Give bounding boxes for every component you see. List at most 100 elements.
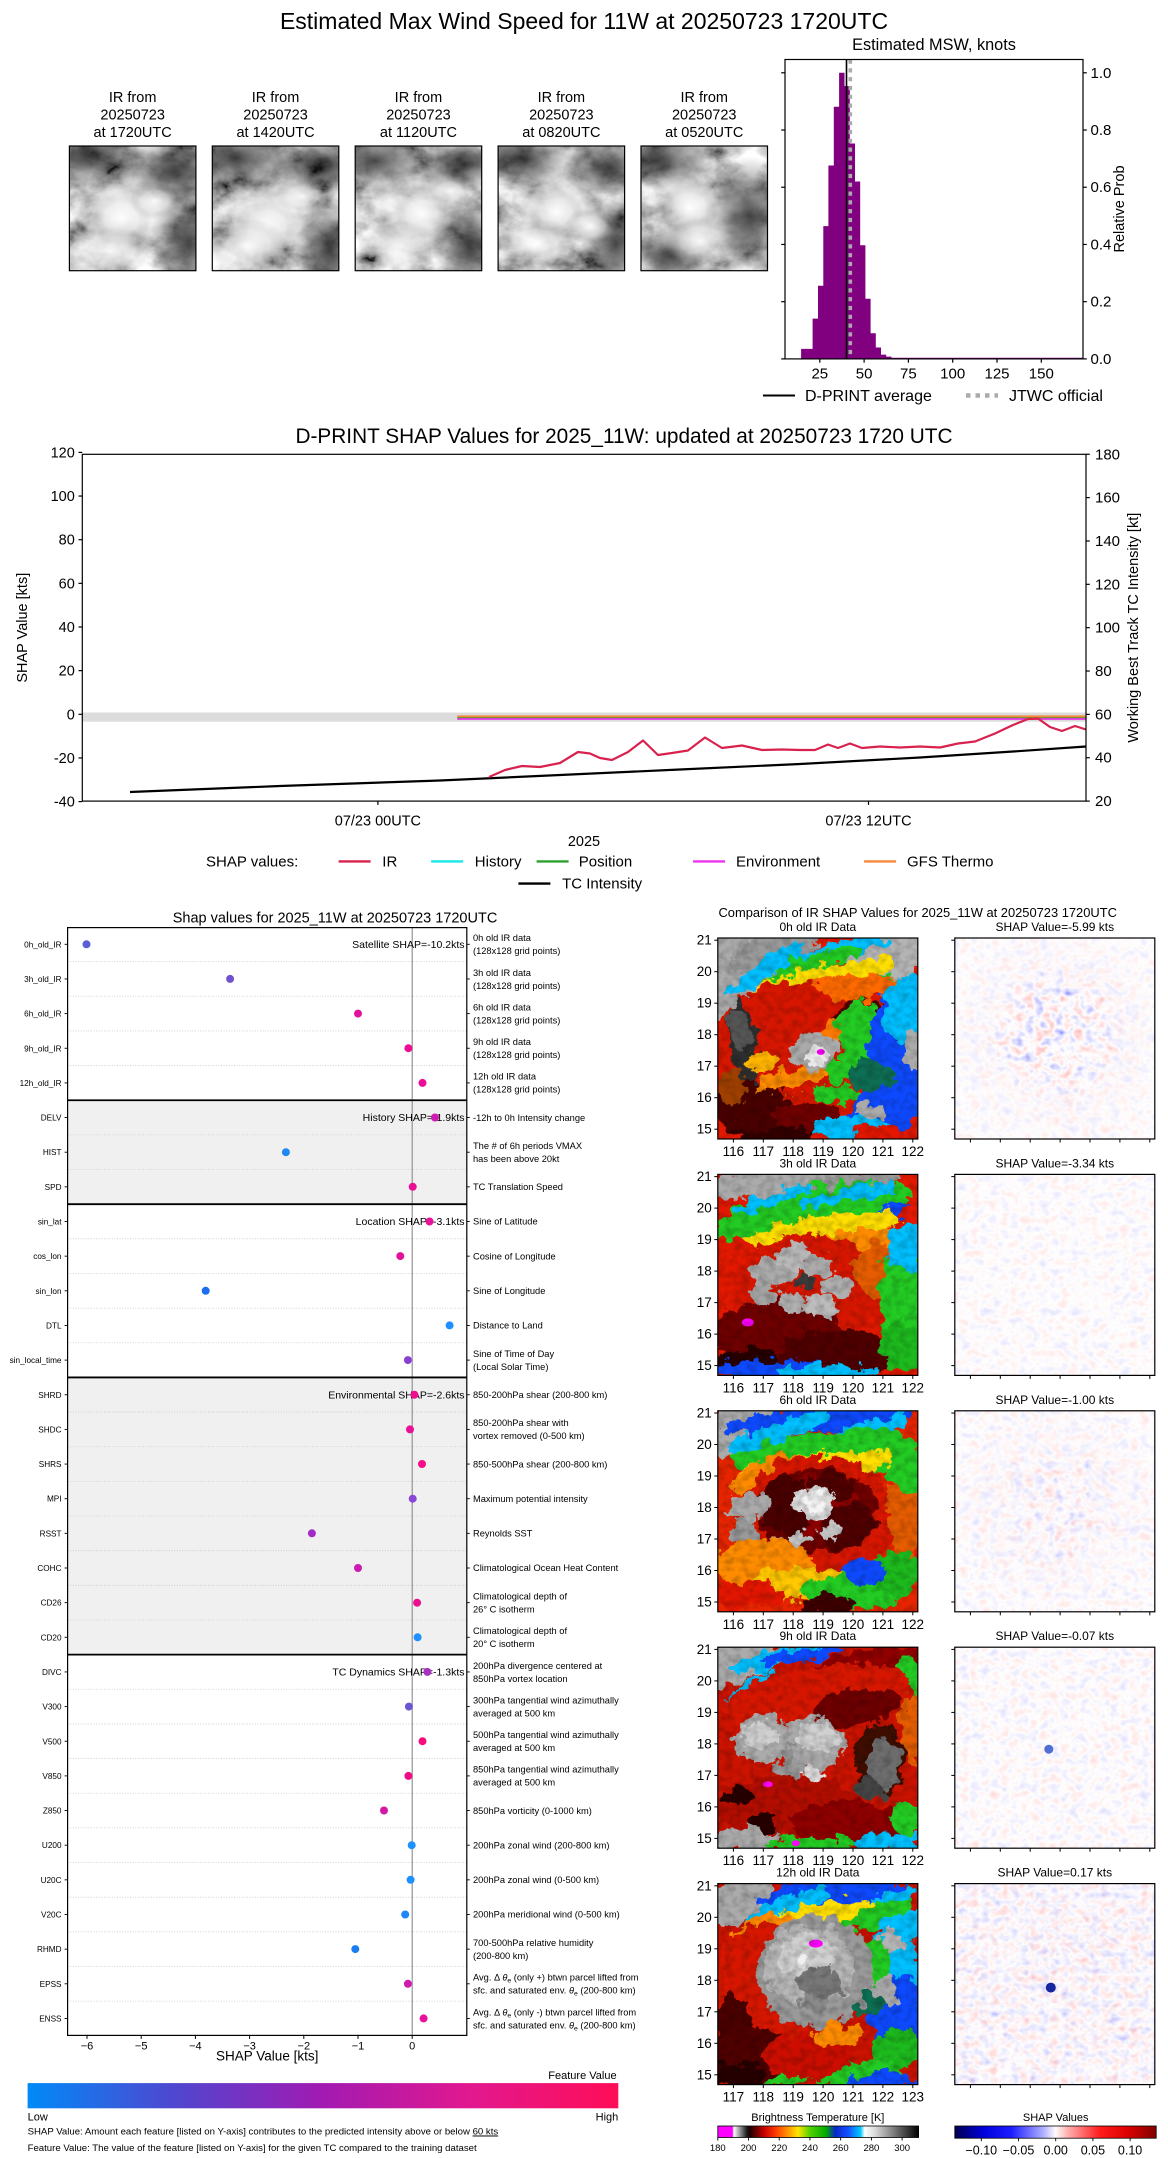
svg-text:123: 123	[902, 2090, 925, 2105]
svg-text:−0.05: −0.05	[1003, 2144, 1035, 2158]
svg-text:Shap values for 2025_11W at 20: Shap values for 2025_11W at 20250723 172…	[173, 911, 498, 927]
svg-text:119: 119	[812, 1380, 834, 1395]
svg-text:cos_lon: cos_lon	[33, 1252, 62, 1261]
svg-text:17: 17	[697, 2004, 712, 2019]
svg-text:Avg. Δ θe (only -) btwn parcel: Avg. Δ θe (only -) btwn parcel lifted fr…	[473, 2007, 636, 2019]
svg-text:0h_old_IR: 0h_old_IR	[24, 940, 61, 949]
svg-text:SHAP Value: Amount each featur: SHAP Value: Amount each feature [listed …	[28, 2127, 499, 2138]
svg-text:U20C: U20C	[41, 1876, 62, 1885]
svg-text:at 1120UTC: at 1120UTC	[380, 125, 457, 141]
svg-text:17: 17	[697, 1059, 712, 1074]
svg-text:116: 116	[723, 1144, 745, 1159]
svg-text:280: 280	[863, 2143, 879, 2154]
svg-text:0: 0	[409, 2041, 415, 2053]
svg-text:CD26: CD26	[41, 1599, 62, 1608]
svg-text:116: 116	[723, 1380, 745, 1395]
svg-text:120: 120	[842, 1617, 865, 1632]
svg-text:TC Dynamics SHAP=-1.3kts: TC Dynamics SHAP=-1.3kts	[332, 1666, 464, 1678]
svg-text:850-200hPa shear with: 850-200hPa shear with	[473, 1418, 569, 1428]
svg-text:16: 16	[697, 1327, 712, 1342]
svg-text:sfc. and saturated env. θe (20: sfc. and saturated env. θe (200-800 km)	[473, 2020, 636, 2032]
svg-text:220: 220	[771, 2143, 787, 2154]
svg-text:850hPa tangential wind azimuth: 850hPa tangential wind azimuthally	[473, 1765, 619, 1775]
svg-text:Comparison of IR SHAP Values f: Comparison of IR SHAP Values for 2025_11…	[718, 905, 1116, 920]
svg-text:121: 121	[872, 1144, 895, 1159]
svg-text:EPSS: EPSS	[40, 1980, 62, 1989]
svg-text:80: 80	[1095, 663, 1112, 680]
svg-text:15: 15	[697, 1358, 712, 1373]
svg-text:3h old IR Data: 3h old IR Data	[779, 1156, 856, 1170]
svg-text:20: 20	[697, 1201, 712, 1216]
svg-text:40: 40	[1095, 750, 1112, 767]
svg-text:Climatological Ocean Heat Cont: Climatological Ocean Heat Content	[473, 1563, 619, 1573]
svg-text:0.8: 0.8	[1091, 122, 1112, 139]
svg-text:120: 120	[842, 1144, 865, 1159]
svg-text:700-500hPa relative humidity: 700-500hPa relative humidity	[473, 1938, 594, 1948]
svg-text:−6: −6	[81, 2041, 94, 2053]
svg-text:-40: -40	[54, 795, 75, 811]
svg-text:15: 15	[697, 1831, 712, 1846]
svg-text:180: 180	[710, 2143, 726, 2154]
svg-text:Sine of Time of Day: Sine of Time of Day	[473, 1349, 554, 1359]
svg-text:−3: −3	[243, 2041, 256, 2053]
svg-text:History SHAP=-1.9kts: History SHAP=-1.9kts	[363, 1112, 465, 1124]
svg-text:18: 18	[697, 1027, 712, 1042]
svg-text:12h old IR data: 12h old IR data	[473, 1072, 537, 1082]
svg-text:1.0: 1.0	[1091, 65, 1112, 82]
svg-text:9h old IR Data: 9h old IR Data	[779, 1629, 856, 1643]
svg-text:6h old IR Data: 6h old IR Data	[779, 1393, 856, 1407]
svg-text:20: 20	[697, 1673, 712, 1688]
svg-text:50: 50	[856, 366, 873, 383]
svg-text:sin_local_time: sin_local_time	[10, 1356, 62, 1365]
svg-text:SHAP values:: SHAP values:	[206, 853, 298, 870]
svg-text:(128x128 grid points): (128x128 grid points)	[473, 1085, 560, 1095]
svg-text:122: 122	[902, 1144, 925, 1159]
svg-text:D-PRINT average: D-PRINT average	[805, 388, 932, 405]
svg-text:Relative Prob: Relative Prob	[1112, 165, 1128, 252]
svg-text:History: History	[475, 853, 522, 870]
svg-text:0.0: 0.0	[1091, 351, 1112, 368]
svg-text:SHAP Value [kts]: SHAP Value [kts]	[216, 2049, 318, 2064]
svg-text:117: 117	[753, 1853, 775, 1868]
svg-text:Sine of Longitude: Sine of Longitude	[473, 1286, 545, 1296]
svg-text:122: 122	[872, 2090, 895, 2105]
svg-text:Environment: Environment	[736, 853, 821, 870]
svg-text:18: 18	[697, 1264, 712, 1279]
svg-text:(128x128 grid points): (128x128 grid points)	[473, 981, 560, 991]
svg-text:IR from: IR from	[395, 90, 443, 106]
svg-text:Climatological depth of: Climatological depth of	[473, 1591, 567, 1601]
svg-text:3h_old_IR: 3h_old_IR	[24, 975, 61, 984]
svg-text:20250723: 20250723	[529, 108, 594, 124]
svg-text:120: 120	[842, 1853, 865, 1868]
svg-text:0: 0	[67, 707, 75, 723]
svg-text:60: 60	[59, 576, 75, 592]
svg-text:MPI: MPI	[47, 1495, 62, 1504]
svg-text:07/23 12UTC: 07/23 12UTC	[825, 814, 911, 830]
svg-text:16: 16	[697, 1090, 712, 1105]
svg-text:120: 120	[842, 1380, 865, 1395]
svg-text:RHMD: RHMD	[37, 1945, 62, 1954]
svg-text:18: 18	[697, 1973, 712, 1988]
svg-text:averaged at 500 km: averaged at 500 km	[473, 1743, 555, 1753]
svg-text:9h old IR data: 9h old IR data	[473, 1037, 532, 1047]
svg-text:CD20: CD20	[41, 1633, 62, 1642]
svg-text:RSST: RSST	[40, 1529, 62, 1538]
svg-text:High: High	[596, 2112, 619, 2124]
svg-text:12h old IR Data: 12h old IR Data	[776, 1866, 860, 1880]
svg-text:20250723: 20250723	[243, 108, 308, 124]
svg-text:D-PRINT SHAP Values for 2025_1: D-PRINT SHAP Values for 2025_11W: update…	[295, 425, 952, 448]
svg-text:SHAP Values: SHAP Values	[1023, 2112, 1089, 2124]
svg-text:Location SHAP=-3.1kts: Location SHAP=-3.1kts	[356, 1216, 465, 1228]
svg-text:−4: −4	[189, 2041, 202, 2053]
svg-text:200: 200	[741, 2143, 757, 2154]
svg-text:20250723: 20250723	[672, 108, 737, 124]
svg-text:118: 118	[782, 1380, 804, 1395]
svg-text:120: 120	[51, 445, 75, 461]
svg-text:116: 116	[723, 1617, 745, 1632]
svg-text:Maximum potential intensity: Maximum potential intensity	[473, 1494, 588, 1504]
svg-text:20: 20	[1095, 793, 1112, 810]
svg-text:20250723: 20250723	[386, 108, 451, 124]
svg-text:19: 19	[697, 1705, 712, 1720]
svg-text:SHAP Value=-1.00 kts: SHAP Value=-1.00 kts	[995, 1393, 1114, 1407]
svg-text:6h old IR data: 6h old IR data	[473, 1002, 532, 1012]
